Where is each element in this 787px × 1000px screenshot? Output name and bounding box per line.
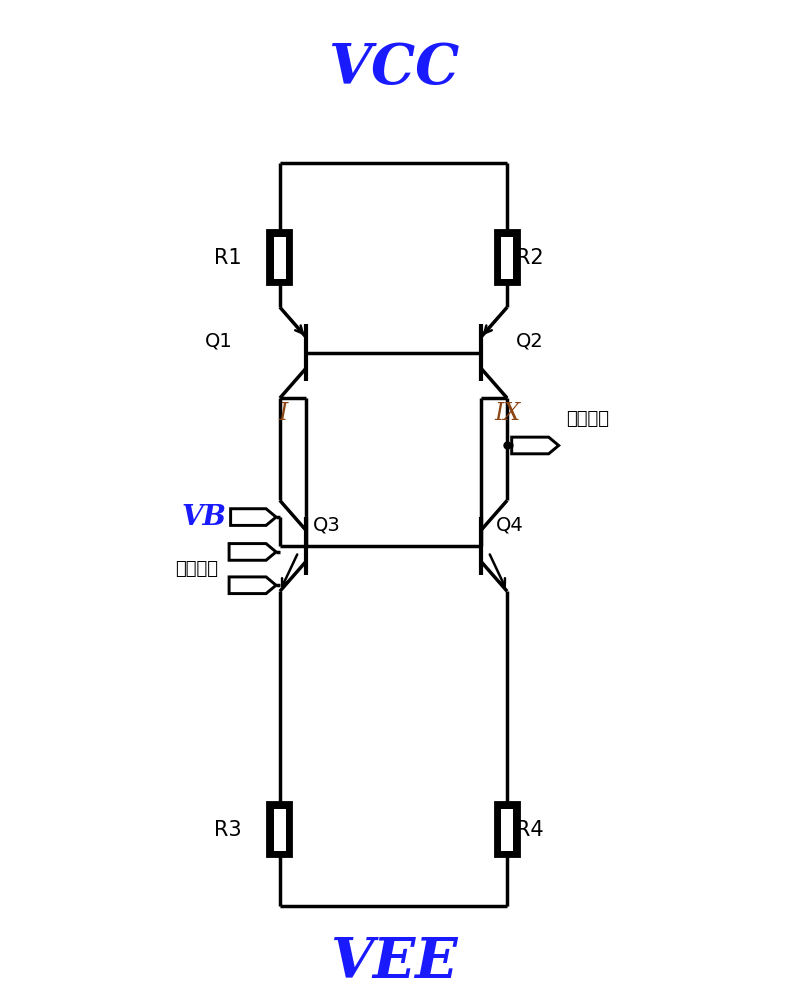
Bar	[496, 803, 519, 856]
Text: 信号输入: 信号输入	[175, 560, 218, 578]
Text: R4: R4	[516, 820, 544, 840]
Text: Q2: Q2	[516, 332, 544, 351]
Text: Q4: Q4	[496, 515, 523, 534]
Bar	[496, 231, 519, 284]
Text: VCC: VCC	[328, 41, 459, 96]
Bar	[274, 237, 286, 279]
Text: R1: R1	[214, 248, 242, 268]
Bar	[501, 809, 513, 851]
Text: VEE: VEE	[330, 935, 457, 990]
Text: I: I	[278, 402, 287, 425]
Bar	[268, 231, 291, 284]
Bar	[268, 803, 291, 856]
Text: Q1: Q1	[205, 332, 233, 351]
Text: R3: R3	[214, 820, 242, 840]
Bar	[274, 809, 286, 851]
Text: Q3: Q3	[312, 515, 340, 534]
Text: VB: VB	[182, 504, 227, 531]
Text: 信号输出: 信号输出	[566, 410, 609, 428]
Bar	[501, 237, 513, 279]
Text: R2: R2	[516, 248, 544, 268]
Text: IX: IX	[494, 402, 520, 425]
